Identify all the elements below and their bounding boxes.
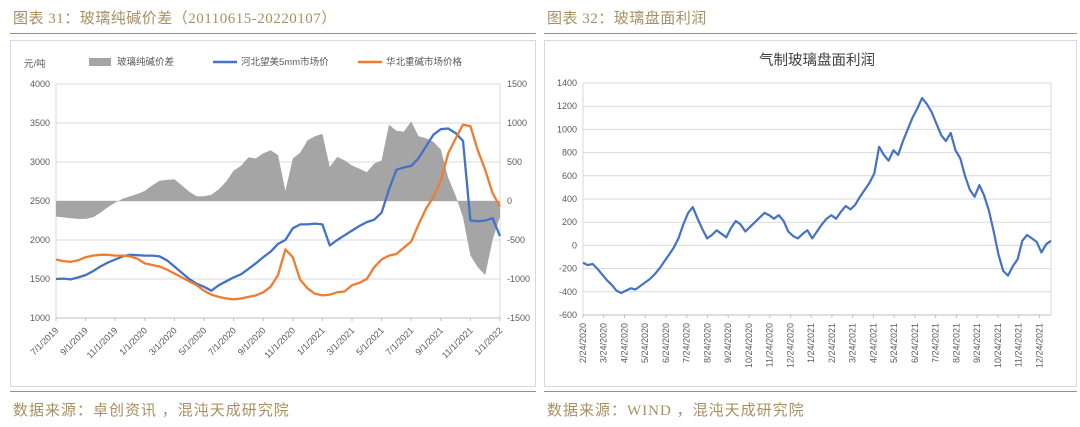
y-right-tick-label: 1000 [507, 118, 527, 128]
y-left-tick-label: 1500 [30, 274, 50, 284]
x-tick-label: 8/24/2020 [702, 323, 712, 363]
x-tick-label: 6/24/2020 [661, 323, 671, 363]
x-tick-label: 2/24/2020 [578, 323, 588, 363]
profit-line [582, 96, 1052, 295]
y-left-tick-label: 1000 [30, 313, 50, 323]
x-tick-label: 11/1/2020 [262, 325, 297, 360]
y-right-tick-label: 0 [507, 196, 512, 206]
glass-price-line [55, 127, 502, 292]
figure-32-source: 数据来源：WIND ，混沌天成研究院 [544, 391, 1077, 420]
panel-figure-32: 图表 32：玻璃盘面利润 1400 1200 1000 800 600 400 200 0 -2… [544, 4, 1077, 420]
x-tick-label: 3/24/2020 [599, 323, 609, 363]
x-tick-label: 5/1/2020 [177, 325, 209, 357]
x-tick-label: 8/24/2021 [951, 323, 961, 363]
x-tick-label: 1/1/2021 [295, 325, 327, 357]
chart-title: 气制玻璃盘面利润 [759, 51, 875, 69]
legend-label: 河北望美5mm市场价 [241, 56, 329, 68]
x-tick-label: 7/24/2021 [931, 323, 941, 363]
x-tick-label: 10/24/2021 [993, 323, 1003, 368]
x-tick-label: 7/1/2019 [29, 325, 61, 357]
x-axis-labels: 2/24/2020 3/24/2020 4/24/2020 5/24/2020 6/24… [578, 315, 1044, 368]
x-tick-label: 3/1/2021 [325, 325, 357, 357]
glass-profit-chart: 1400 1200 1000 800 600 400 200 0 -200 -400 -600 气制玻… [557, 51, 1052, 368]
x-tick-label: 3/1/2020 [147, 325, 179, 357]
y-right-tick-label: 500 [507, 157, 522, 167]
y-tick-label: 1000 [557, 124, 577, 134]
y-right-tick-label: -1000 [507, 274, 530, 284]
soda-price-line [55, 123, 502, 301]
y-tick-label: -200 [559, 264, 577, 274]
x-axis-labels: 7/1/20199/1/201911/1/20191/1/20203/1/202… [29, 318, 505, 360]
axis-labels: 4000 3500 3000 2500 2000 1500 1000 1500 1000 500 0… [30, 79, 530, 323]
x-tick-label: 12/24/2021 [1034, 323, 1044, 368]
y-left-tick-label: 3500 [30, 118, 50, 128]
y-axis-unit-label: 元/吨 [24, 58, 46, 70]
legend: 玻璃纯碱价差 河北望美5mm市场价 华北重碱市场价格 [89, 56, 463, 68]
y-tick-label: 1200 [557, 101, 577, 111]
x-tick-label: 7/1/2021 [384, 325, 416, 357]
legend-swatch-area [89, 58, 111, 66]
x-tick-label: 1/1/2020 [117, 325, 149, 357]
y-left-tick-label: 2000 [30, 235, 50, 245]
y-left-tick-label: 3000 [30, 157, 50, 167]
x-tick-label: 11/1/2021 [440, 325, 475, 360]
x-tick-label: 2/24/2021 [827, 323, 837, 363]
y-right-tick-label: -500 [507, 235, 525, 245]
figure-31-source: 数据来源：卓创资讯 ，混沌天成研究院 [10, 391, 536, 420]
price-spread-chart: 4000 3500 3000 2500 2000 1500 1000 1500 1000 500 0… [24, 56, 530, 360]
x-tick-label: 11/24/2020 [765, 323, 775, 367]
y-right-tick-label: -1500 [507, 313, 530, 323]
y-tick-label: 600 [562, 171, 577, 181]
spread-area-series [56, 121, 500, 276]
y-left-tick-label: 4000 [30, 79, 50, 89]
x-tick-label: 9/24/2020 [723, 323, 733, 363]
legend-label: 华北重碱市场价格 [386, 56, 463, 68]
x-tick-label: 1/1/2022 [473, 325, 505, 357]
y-left-tick-label: 2500 [30, 196, 50, 206]
y-tick-label: -600 [559, 310, 577, 320]
x-tick-label: 1/24/2021 [806, 323, 816, 363]
x-tick-label: 4/24/2021 [868, 323, 878, 363]
figure-31-chart-box: 4000 3500 3000 2500 2000 1500 1000 1500 1000 500 0… [10, 40, 536, 387]
y-tick-label: 800 [562, 148, 577, 158]
figure-31-title: 图表 31：玻璃纯碱价差（20110615-20220107） [10, 4, 536, 34]
panel-figure-31: 图表 31：玻璃纯碱价差（20110615-20220107） 4000 3500… [10, 4, 536, 420]
x-tick-label: 7/24/2020 [682, 323, 692, 363]
legend-label: 玻璃纯碱价差 [117, 56, 174, 68]
x-tick-label: 11/1/2019 [85, 325, 120, 360]
x-tick-label: 3/24/2021 [848, 323, 858, 363]
x-tick-label: 11/24/2021 [1014, 323, 1024, 367]
y-tick-label: 400 [562, 194, 577, 204]
x-tick-label: 9/24/2021 [972, 323, 982, 363]
axis-labels: 1400 1200 1000 800 600 400 200 0 -200 -400 -600 [557, 78, 577, 320]
gridlines [582, 82, 1052, 316]
x-tick-label: 12/24/2020 [785, 323, 795, 368]
y-tick-label: 1400 [557, 78, 577, 88]
y-tick-label: 0 [572, 240, 577, 250]
x-tick-label: 5/24/2020 [640, 323, 650, 363]
x-tick-label: 6/24/2021 [910, 323, 920, 363]
x-tick-label: 4/24/2020 [619, 323, 629, 363]
x-tick-label: 7/1/2020 [206, 325, 238, 357]
x-tick-label: 5/1/2021 [354, 325, 386, 357]
x-tick-label: 10/24/2020 [744, 323, 754, 368]
x-tick-label: 5/24/2021 [889, 323, 899, 363]
figure-32-chart-box: 1400 1200 1000 800 600 400 200 0 -200 -400 -600 气制玻… [544, 40, 1077, 387]
figure-32-title: 图表 32：玻璃盘面利润 [544, 4, 1077, 34]
y-tick-label: 200 [562, 217, 577, 227]
y-right-tick-label: 1500 [507, 79, 527, 89]
y-tick-label: -400 [559, 287, 577, 297]
